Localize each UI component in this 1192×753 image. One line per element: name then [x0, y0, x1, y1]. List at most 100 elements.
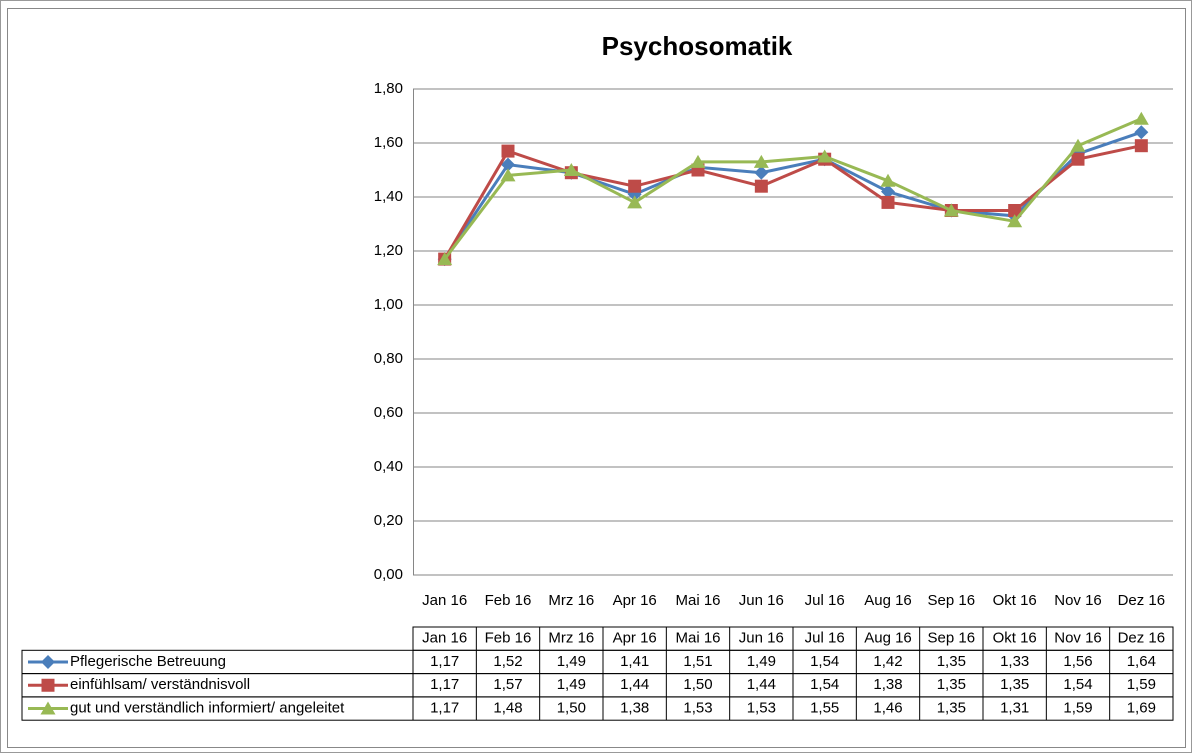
table-cell: 1,38 — [873, 676, 902, 693]
table-cell: 1,46 — [873, 700, 902, 717]
legend-marker — [41, 678, 55, 692]
table-cell: 1,35 — [937, 676, 966, 693]
table-cell: 1,64 — [1127, 653, 1156, 670]
x-tick-label: Apr 16 — [613, 592, 657, 609]
legend-label: gut und verständlich informiert/ angelei… — [70, 700, 345, 717]
marker — [501, 144, 515, 158]
table-header: Sep 16 — [928, 630, 976, 647]
y-tick-label: 1,40 — [374, 188, 403, 205]
marker — [501, 157, 515, 172]
table-cell: 1,35 — [937, 653, 966, 670]
table-cell: 1,54 — [810, 653, 839, 670]
legend-marker — [40, 701, 56, 715]
x-tick-label: Jan 16 — [422, 592, 467, 609]
table-header: Jun 16 — [739, 630, 784, 647]
x-tick-label: Aug 16 — [864, 592, 912, 609]
y-tick-label: 0,80 — [374, 350, 403, 367]
marker — [563, 163, 579, 176]
table-cell: 1,54 — [810, 676, 839, 693]
table-cell: 1,57 — [493, 676, 522, 693]
legend-label: einfühlsam/ verständnisvoll — [70, 676, 250, 693]
table-cell: 1,49 — [747, 653, 776, 670]
marker — [943, 203, 959, 217]
chart-area — [7, 8, 1186, 748]
y-tick-label: 0,20 — [374, 512, 403, 529]
marker — [437, 252, 453, 266]
marker — [627, 195, 643, 209]
marker — [754, 179, 768, 193]
series-line — [443, 144, 1142, 260]
table-cell: 1,54 — [1063, 676, 1092, 693]
data-table: Jan 16 Feb 16 Mrz 16 Apr 16 Mai 16 Jun 16 Jul … — [21, 626, 1174, 721]
table-cell: 1,35 — [1000, 676, 1029, 693]
table-row-border — [21, 696, 1174, 721]
table-cell: 1,59 — [1063, 700, 1092, 717]
table-cell: 1,33 — [1000, 653, 1029, 670]
marker — [500, 168, 516, 182]
marker — [881, 184, 895, 199]
y-tick-label: 1,60 — [374, 134, 403, 151]
table-cell: 1,42 — [873, 653, 902, 670]
marker — [690, 154, 706, 168]
table-cell: 1,17 — [430, 676, 459, 693]
marker — [817, 149, 833, 163]
table-cell: 1,55 — [810, 700, 839, 717]
legend-label: Pflegerische Betreuung — [70, 653, 226, 670]
chart-title: Psychosomatik — [602, 31, 793, 61]
marker — [1007, 214, 1023, 228]
table-cell: 1,49 — [557, 653, 586, 670]
table-cell: 1,48 — [493, 700, 522, 717]
table-cell: 1,44 — [747, 676, 776, 693]
y-tick-label: 1,00 — [374, 296, 403, 313]
table-header: Nov 16 — [1054, 630, 1102, 647]
table-cell: 1,53 — [683, 700, 712, 717]
y-tick-label: 0,40 — [374, 458, 403, 475]
marker — [1133, 111, 1149, 125]
table-header: Apr 16 — [613, 630, 657, 647]
marker — [1071, 152, 1085, 166]
series-line — [443, 117, 1142, 261]
table-cell: 1,17 — [430, 700, 459, 717]
x-tick-label: Mrz 16 — [548, 592, 594, 609]
x-tick-label: Sep 16 — [928, 592, 976, 609]
table-cell: 1,52 — [493, 653, 522, 670]
table-header: Feb 16 — [485, 630, 532, 647]
x-tick-label: Jul 16 — [805, 592, 845, 609]
table-cell: 1,44 — [620, 676, 649, 693]
marker — [628, 179, 642, 193]
table-cell: 1,38 — [620, 700, 649, 717]
table-cell: 1,69 — [1127, 700, 1156, 717]
table-header: Jan 16 — [422, 630, 467, 647]
table-cell: 1,51 — [683, 653, 712, 670]
legend-marker — [41, 654, 55, 669]
marker — [1070, 138, 1086, 152]
y-tick-label: 0,00 — [374, 566, 403, 583]
table-header: Mai 16 — [675, 630, 720, 647]
y-tick-label: 1,80 — [374, 80, 403, 97]
marker — [881, 195, 895, 209]
table-header: Aug 16 — [864, 630, 912, 647]
marker — [753, 154, 769, 168]
table-cell: 1,49 — [557, 676, 586, 693]
marker — [754, 165, 769, 180]
x-tick-label: Feb 16 — [485, 592, 532, 609]
table-header: Okt 16 — [993, 630, 1037, 647]
marker — [1134, 125, 1149, 140]
table-cell: 1,35 — [937, 700, 966, 717]
x-tick-label: Nov 16 — [1054, 592, 1102, 609]
table-header: Dez 16 — [1118, 630, 1166, 647]
x-tick-label: Mai 16 — [675, 592, 720, 609]
table-cell: 1,50 — [683, 676, 712, 693]
table-cell: 1,50 — [557, 700, 586, 717]
table-cell: 1,31 — [1000, 700, 1029, 717]
table-cell: 1,59 — [1127, 676, 1156, 693]
x-tick-label: Jun 16 — [739, 592, 784, 609]
y-tick-label: 1,20 — [374, 242, 403, 259]
table-cell: 1,56 — [1063, 653, 1092, 670]
marker — [1008, 204, 1022, 217]
table-cell: 1,17 — [430, 653, 459, 670]
marker — [1134, 139, 1148, 153]
marker — [880, 173, 896, 187]
x-tick-label: Dez 16 — [1118, 592, 1166, 609]
